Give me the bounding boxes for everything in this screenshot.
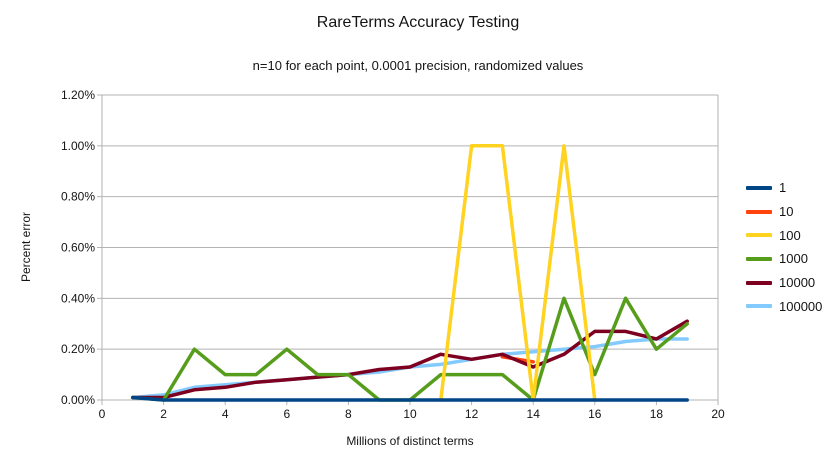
x-tick-label: 4: [222, 407, 229, 421]
legend-swatch: [746, 185, 772, 190]
legend-item-1000: 1000: [746, 247, 822, 271]
y-axis-title: Percent error: [19, 211, 33, 283]
x-tick-label: 8: [345, 407, 352, 421]
y-tick-label: 0.40%: [61, 291, 95, 305]
x-tick-label: 12: [465, 407, 479, 421]
legend-label: 100: [779, 227, 801, 243]
legend-item-1: 1: [746, 176, 822, 200]
legend-label: 10: [779, 204, 794, 220]
y-tick-label: 1.20%: [61, 88, 95, 102]
x-axis-title: Millions of distinct terms: [346, 434, 474, 448]
series-line-10000: [131, 319, 689, 400]
x-tick-label: 20: [711, 407, 725, 421]
series-line-100: [439, 144, 597, 402]
legend: 1 10 100 1000 10000 100000: [746, 176, 822, 318]
x-tick-label: 14: [527, 407, 541, 421]
x-tick-label: 2: [160, 407, 167, 421]
y-tick-label: 1.00%: [61, 139, 95, 153]
y-tick-label: 0.00%: [61, 393, 95, 407]
legend-label: 10000: [779, 275, 816, 291]
legend-label: 1000: [779, 251, 808, 267]
x-tick-label: 18: [650, 407, 664, 421]
legend-swatch: [746, 233, 772, 238]
chart-title: RareTerms Accuracy Testing: [316, 14, 520, 31]
legend-swatch: [746, 304, 772, 309]
y-tick-label: 0.80%: [61, 190, 95, 204]
legend-swatch: [746, 280, 772, 285]
y-tick-label: 0.20%: [61, 342, 95, 356]
x-tick-label: 10: [403, 407, 417, 421]
x-tick-label: 6: [283, 407, 290, 421]
legend-swatch: [746, 209, 772, 214]
legend-label: 1: [779, 180, 787, 196]
series-line-1: [131, 395, 689, 402]
legend-item-100000: 100000: [746, 294, 822, 318]
legend-label: 100000: [779, 298, 823, 314]
y-tick-label: 0.60%: [61, 241, 95, 255]
legend-swatch: [746, 256, 772, 261]
legend-item-100: 100: [746, 223, 822, 247]
x-tick-label: 0: [99, 407, 106, 421]
legend-item-10000: 10000: [746, 271, 822, 295]
chart-subtitle: n=10 for each point, 0.0001 precision, r…: [252, 58, 584, 73]
x-tick-label: 16: [588, 407, 602, 421]
legend-item-10: 10: [746, 200, 822, 224]
